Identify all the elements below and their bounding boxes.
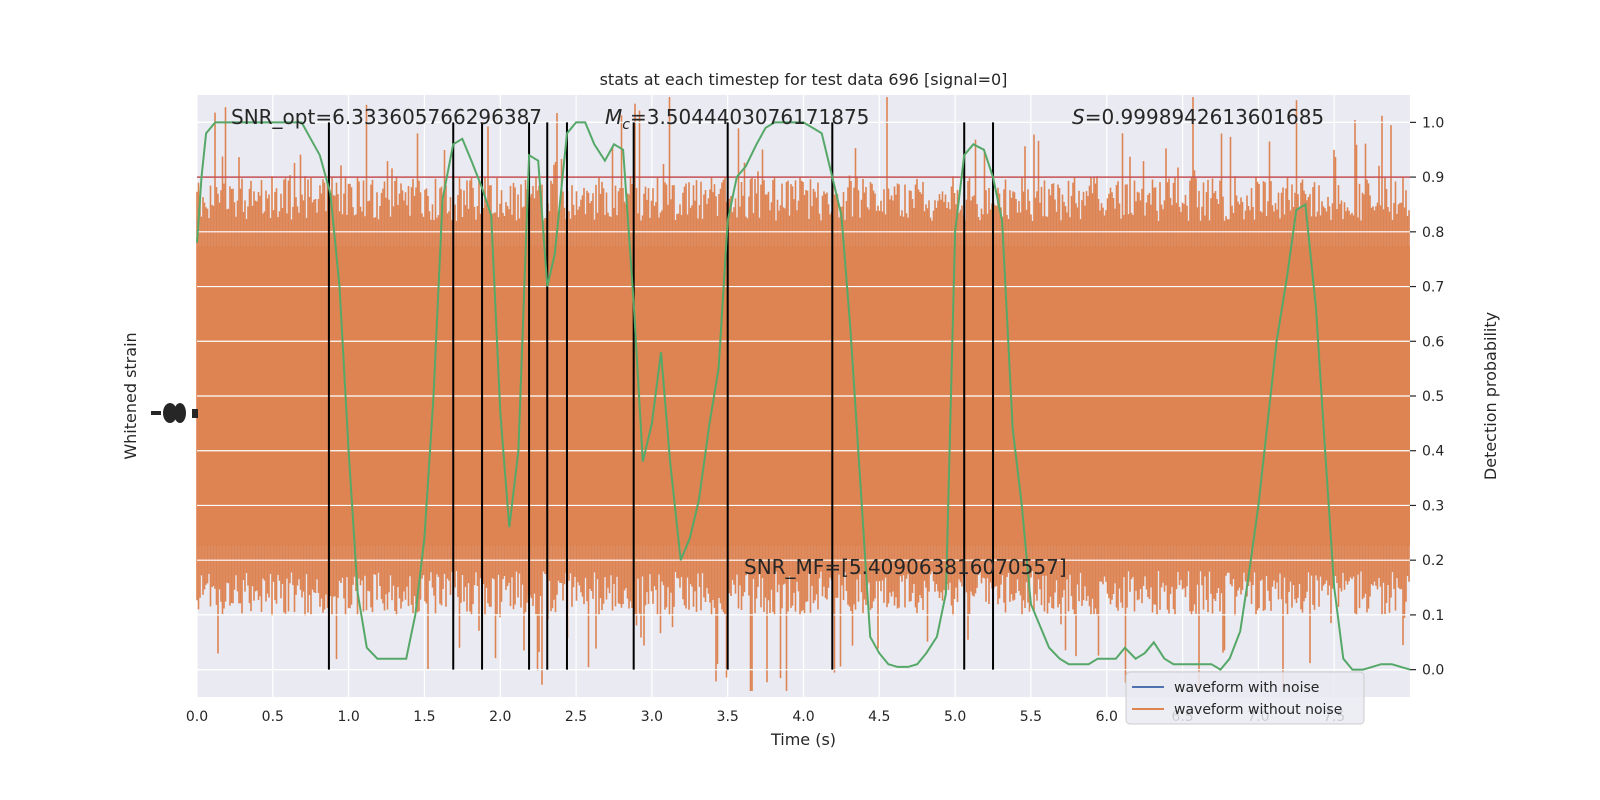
y-axis-left-label: Whitened strain xyxy=(121,332,140,459)
x-tick-label: 1.5 xyxy=(413,709,435,725)
y-right-tick-label: 0.3 xyxy=(1422,498,1444,514)
x-tick-label: 1.0 xyxy=(337,709,359,725)
y-right-tick-label: 0.7 xyxy=(1422,280,1444,296)
legend-label-with-noise: waveform with noise xyxy=(1174,680,1319,696)
x-tick-label: 0.0 xyxy=(186,709,208,725)
x-tick-label: 2.5 xyxy=(565,709,587,725)
left-tick-glyph xyxy=(151,411,161,415)
x-tick-label: 4.0 xyxy=(792,709,814,725)
chirp-mass-subscript: c xyxy=(622,117,630,133)
x-tick-label: 5.0 xyxy=(944,709,966,725)
x-tick-label: 2.0 xyxy=(489,709,511,725)
y-axis-right-label: Detection probability xyxy=(1481,312,1500,480)
snr-mf-annotation: SNR_MF=[5.409063816070557] xyxy=(744,555,1067,579)
detection-probability-line xyxy=(196,121,1411,671)
left-tick-glyph xyxy=(174,403,186,423)
s-annotation: S=0.9998942613601685 xyxy=(1072,105,1324,129)
y-right-tick-label: 1.0 xyxy=(1422,115,1444,131)
x-axis-label: Time (s) xyxy=(770,730,836,749)
vertical-markers xyxy=(327,122,995,670)
y-right-tick-label: 0.1 xyxy=(1422,608,1444,624)
legend-box xyxy=(1125,671,1365,725)
y-right-tick-label: 0.8 xyxy=(1422,225,1444,241)
x-tick-label: 3.0 xyxy=(641,709,663,725)
x-tick-label: 5.5 xyxy=(1020,709,1042,725)
s-value: =0.9998942613601685 xyxy=(1085,105,1324,129)
y-right-tick-label: 0.0 xyxy=(1422,663,1444,679)
y-right-tick-label: 0.2 xyxy=(1422,553,1444,569)
left-tick-glyph xyxy=(192,409,198,418)
x-tick-label: 6.0 xyxy=(1096,709,1118,725)
chart-title: stats at each timestep for test data 696… xyxy=(600,70,1008,89)
chirp-mass-symbol: M xyxy=(605,105,622,129)
snr-opt-annotation: SNR_opt=6.333605766296387 xyxy=(231,105,542,129)
axes: 0.00.51.01.52.02.53.03.54.04.55.05.56.06… xyxy=(186,115,1444,725)
y-right-tick-label: 0.5 xyxy=(1422,389,1444,405)
x-tick-label: 0.5 xyxy=(262,709,284,725)
chirp-mass-annotation: Mc=3.5044403076171875 xyxy=(605,105,869,133)
chirp-mass-value: =3.5044403076171875 xyxy=(630,105,869,129)
left-tick-glyph xyxy=(163,403,177,423)
left-axis-overlapping-ticks xyxy=(151,403,198,423)
legend: waveform with noise waveform without noi… xyxy=(1125,671,1365,725)
s-symbol: S xyxy=(1072,105,1085,129)
y-right-tick-label: 0.9 xyxy=(1422,170,1444,186)
legend-label-without-noise: waveform without noise xyxy=(1174,702,1342,718)
y-right-tick-label: 0.6 xyxy=(1422,334,1444,350)
x-tick-label: 3.5 xyxy=(717,709,739,725)
x-tick-label: 4.5 xyxy=(868,709,890,725)
y-right-tick-label: 0.4 xyxy=(1422,444,1444,460)
